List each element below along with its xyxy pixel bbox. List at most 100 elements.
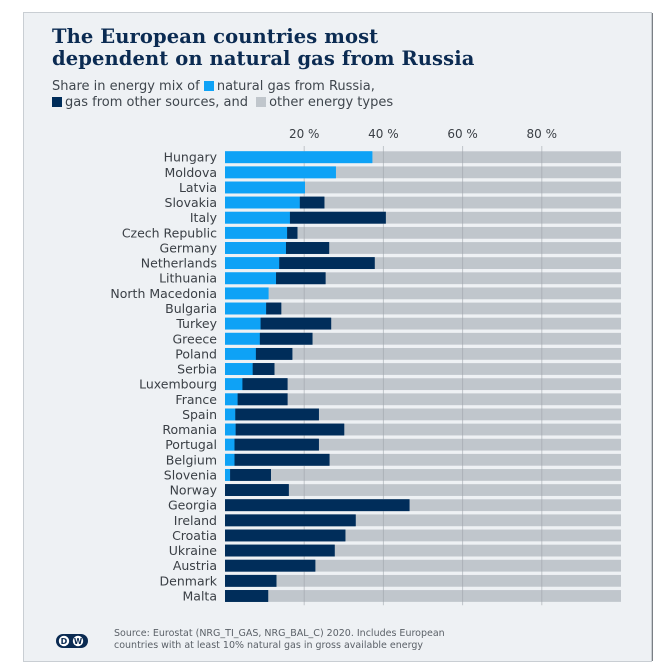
bar-segment-other-gas (230, 469, 271, 481)
category-label: Czech Republic (122, 225, 217, 240)
source-line-2: countries with at least 10% natural gas … (114, 640, 423, 651)
bar-segment-russia (225, 166, 336, 179)
dw-logo-icon: D W (56, 634, 88, 648)
bar-segment-other-energy (324, 196, 621, 209)
x-tick-label: 40 % (368, 127, 399, 141)
bar-segment-other-gas (252, 363, 275, 375)
category-label: Belgium (166, 452, 217, 467)
category-label: Austria (173, 558, 217, 573)
bar-segment-other-gas (285, 242, 330, 254)
bar-segment-other-gas (299, 196, 325, 209)
category-label: Serbia (177, 362, 217, 377)
bar-segment-russia (225, 151, 373, 164)
bar-segment-russia (225, 408, 236, 421)
bar-segment-other-gas (235, 423, 345, 436)
category-label: Norway (170, 483, 218, 498)
bar-segment-other-energy (315, 559, 621, 572)
legend-swatch-other-energy (256, 97, 267, 107)
bar-segment-other-energy (287, 378, 621, 391)
bar-segment-other-energy (270, 469, 621, 481)
category-label: Ireland (174, 513, 217, 528)
bar-segment-other-gas (276, 272, 326, 285)
bar-segment-other-energy (318, 408, 621, 421)
bar-segment-russia (225, 181, 305, 194)
legend-label-russia: natural gas from Russia, (216, 79, 375, 94)
x-tick-label: 20 % (289, 127, 320, 141)
bar-segment-russia (225, 423, 236, 436)
bar-segment-other-gas (279, 257, 375, 270)
category-label: Croatia (172, 528, 217, 543)
source-note: Source: Eurostat (NRG_TI_GAS, NRG_BAL_C)… (114, 628, 445, 652)
bar-segment-other-energy (385, 211, 621, 224)
bar-segment-other-gas (225, 544, 335, 557)
bar-segment-other-energy (329, 242, 621, 254)
category-label: Romania (162, 422, 217, 437)
bar-segment-other-gas (225, 484, 289, 496)
legend-swatch-russia (203, 81, 214, 91)
bar-segment-other-energy (331, 317, 621, 330)
legend-label-other-energy: other energy types (269, 95, 394, 110)
bar-segment-other-gas (242, 378, 288, 391)
bar-segment-other-energy (268, 590, 621, 602)
bar-segment-other-energy (329, 453, 621, 466)
dw-logo: D W (55, 633, 89, 653)
category-label: Germany (160, 240, 218, 255)
bar-segment-other-energy (374, 257, 621, 270)
title-line-1: The European countries most (52, 25, 379, 48)
bar-segment-russia (225, 363, 253, 375)
subtitle-prefix: Share in energy mix of (52, 79, 200, 94)
bar-segment-russia (225, 347, 256, 360)
bar-segment-other-gas (255, 347, 293, 360)
bar-segment-other-energy (292, 347, 621, 360)
svg-text:W: W (74, 637, 83, 646)
title-line-2: dependent on natural gas from Russia (52, 47, 475, 70)
category-label: Luxembourg (139, 377, 217, 392)
bar-segment-other-energy (312, 332, 621, 345)
source-line-1: Source: Eurostat (NRG_TI_GAS, NRG_BAL_C)… (114, 628, 445, 639)
category-label: Portugal (165, 437, 217, 452)
bar-segment-other-gas (225, 514, 356, 527)
chart-subtitle-legend: Share in energy mix of natural gas from … (52, 79, 393, 111)
category-label: North Macedonia (110, 286, 217, 301)
bar-segment-other-gas (259, 332, 313, 345)
bar-segment-russia (225, 257, 280, 270)
x-tick-label: 80 % (527, 127, 558, 141)
bar-segment-russia (225, 226, 288, 239)
bar-segment-russia (225, 211, 290, 224)
bar-segment-other-energy (318, 438, 621, 451)
category-label: Latvia (179, 180, 217, 195)
svg-text:D: D (61, 637, 68, 646)
category-label: France (175, 392, 217, 407)
category-label: Poland (175, 346, 217, 361)
category-label: Denmark (160, 573, 218, 588)
bar-segment-other-gas (225, 590, 269, 602)
category-label: Hungary (164, 150, 218, 165)
bar-segment-russia (225, 272, 277, 285)
bar-segment-other-gas (237, 393, 288, 406)
legend-swatch-other-gas (52, 97, 62, 107)
bar-segment-other-energy (344, 423, 621, 436)
bar-segment-other-energy (287, 393, 621, 406)
bar-segment-other-energy (325, 272, 621, 285)
bar-segment-other-gas (287, 226, 298, 239)
bar-segment-russia (225, 453, 235, 466)
category-label: Netherlands (141, 256, 217, 271)
x-tick-label: 60 % (447, 127, 478, 141)
bar-segment-other-gas (235, 408, 319, 421)
bar-segment-other-gas (234, 438, 319, 451)
bar-segment-russia (225, 196, 300, 209)
bar-segment-other-gas (260, 317, 332, 330)
bar-segment-other-energy (268, 287, 621, 300)
bar-segment-other-gas (225, 559, 316, 572)
bar-segment-other-energy (281, 302, 621, 315)
bar-segment-russia (225, 332, 260, 345)
bar-segment-other-energy (372, 151, 621, 164)
chart-title: The European countries most dependent on… (52, 26, 474, 70)
bar-segment-other-energy (297, 226, 621, 239)
bar-segment-other-energy (334, 544, 621, 557)
category-label: Georgia (168, 498, 217, 513)
bar-segment-other-gas (225, 574, 277, 587)
bar-segment-other-energy (355, 514, 621, 527)
bar-segment-other-energy (409, 499, 621, 512)
